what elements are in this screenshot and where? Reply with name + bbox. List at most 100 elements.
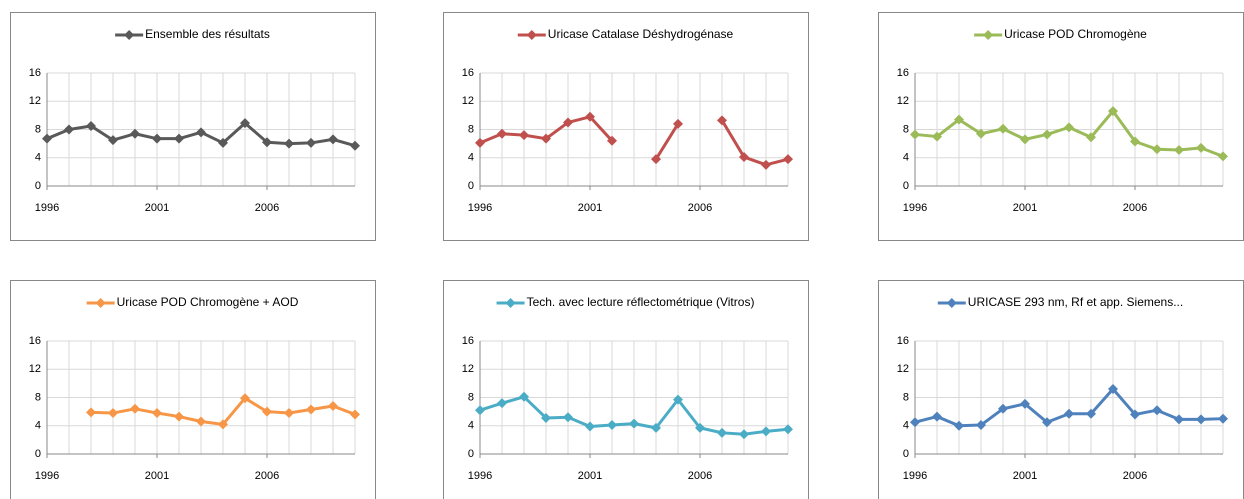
y-tick-label: 8 [35, 123, 41, 135]
data-point [717, 427, 727, 438]
y-tick-label: 4 [35, 420, 41, 432]
data-point [717, 115, 727, 126]
data-point [152, 408, 162, 419]
data-point [954, 114, 964, 125]
y-tick-label: 8 [903, 391, 909, 403]
y-tick-label: 0 [903, 180, 909, 192]
panel-frame [10, 280, 376, 499]
y-tick-label: 0 [903, 448, 909, 460]
data-point [130, 403, 140, 414]
y-tick-label: 16 [462, 67, 474, 79]
data-point [607, 420, 617, 431]
legend-label: URICASE 293 nm, Rf et app. Siemens... [968, 295, 1183, 309]
data-point [306, 137, 316, 148]
data-point [350, 409, 360, 420]
data-point [1108, 106, 1118, 117]
data-point [932, 131, 942, 142]
data-point [910, 417, 920, 428]
data-point [130, 128, 140, 139]
data-point [174, 411, 184, 422]
data-point [1152, 405, 1162, 416]
x-tick-label: 2001 [578, 202, 602, 214]
x-tick-label: 1996 [903, 202, 927, 214]
x-tick-label: 2006 [1123, 470, 1147, 482]
y-tick-label: 16 [29, 335, 41, 347]
y-tick-label: 4 [468, 420, 474, 432]
data-point [240, 118, 250, 129]
data-point [328, 400, 338, 411]
legend-marker [526, 30, 537, 40]
data-point [108, 408, 118, 419]
data-point [519, 130, 529, 141]
data-point [196, 127, 206, 138]
y-tick-label: 8 [903, 123, 909, 135]
chart-panel: 0 4 8 12 16 1996 2001 2006 Tech. avec lecture ré… [443, 280, 809, 499]
data-point [1196, 414, 1206, 425]
data-point [218, 137, 228, 148]
data-point [306, 404, 316, 415]
legend-label: Uricase Catalase Déshydrogénase [548, 27, 734, 41]
data-point [519, 391, 529, 402]
data-point [673, 118, 683, 129]
data-point [910, 129, 920, 140]
data-point [976, 420, 986, 431]
data-point [262, 137, 272, 148]
x-tick-label: 2001 [1013, 470, 1037, 482]
data-point [284, 138, 294, 149]
legend-label: Uricase POD Chromogène + AOD [117, 295, 299, 309]
data-point [196, 416, 206, 427]
data-point [998, 403, 1008, 414]
data-point [651, 422, 661, 433]
x-tick-label: 2006 [255, 202, 279, 214]
data-point [1218, 413, 1228, 424]
y-tick-label: 8 [35, 391, 41, 403]
data-point [497, 398, 507, 409]
y-tick-label: 16 [897, 67, 909, 79]
data-point [739, 152, 749, 163]
legend-marker [124, 30, 135, 40]
data-point [475, 137, 485, 148]
y-tick-label: 4 [468, 152, 474, 164]
data-point [563, 117, 573, 128]
data-point [108, 135, 118, 146]
y-tick-label: 8 [468, 391, 474, 403]
x-tick-label: 2001 [578, 470, 602, 482]
data-point [1086, 408, 1096, 419]
data-point [1064, 408, 1074, 419]
data-point [783, 424, 793, 435]
data-point [607, 135, 617, 146]
legend-label: Ensemble des résultats [145, 27, 270, 41]
data-point [998, 123, 1008, 134]
data-point [1130, 136, 1140, 147]
y-tick-label: 16 [462, 335, 474, 347]
data-point [1174, 414, 1184, 425]
data-point [932, 411, 942, 422]
y-tick-label: 16 [897, 335, 909, 347]
data-point [284, 408, 294, 419]
data-point [541, 133, 551, 144]
y-tick-label: 12 [462, 363, 474, 375]
y-tick-label: 0 [468, 180, 474, 192]
x-tick-label: 2001 [145, 470, 169, 482]
data-point [1020, 134, 1030, 145]
data-point [1064, 122, 1074, 133]
data-point [761, 426, 771, 437]
y-tick-label: 0 [35, 180, 41, 192]
data-point [1042, 417, 1052, 428]
chart-panel: 0 4 8 12 16 1996 2001 2006 Ensemble des résultat… [10, 12, 376, 241]
y-tick-label: 12 [29, 363, 41, 375]
data-point [1020, 398, 1030, 409]
data-point [954, 420, 964, 431]
chart-panel: 0 4 8 12 16 1996 2001 2006 Uricase Catalase Désh… [443, 12, 809, 241]
data-point [629, 418, 639, 429]
legend-label: Tech. avec lecture réflectométrique (Vit… [527, 295, 755, 309]
data-point [1086, 132, 1096, 143]
x-tick-label: 1996 [35, 202, 59, 214]
x-tick-label: 1996 [903, 470, 927, 482]
legend-marker [983, 30, 994, 40]
data-point [86, 407, 96, 418]
data-point [475, 405, 485, 416]
x-tick-label: 2001 [1013, 202, 1037, 214]
x-tick-label: 1996 [35, 470, 59, 482]
